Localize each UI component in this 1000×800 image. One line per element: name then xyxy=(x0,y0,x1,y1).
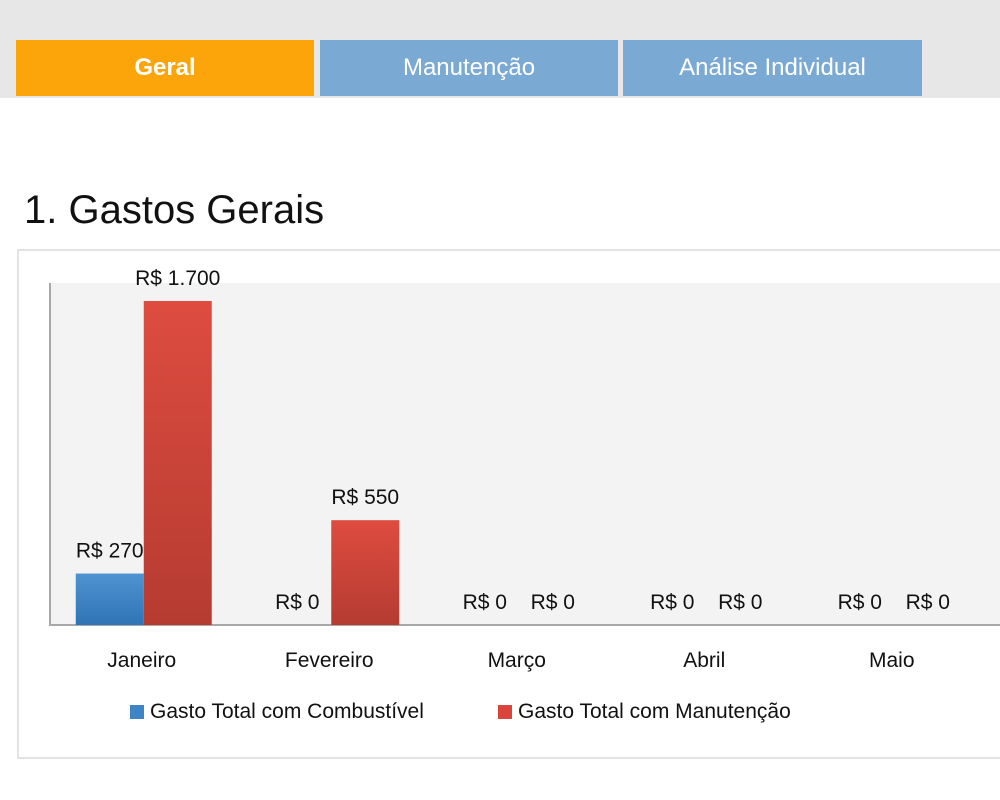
legend-item-manutencao: Gasto Total com Manutenção xyxy=(498,700,791,724)
data-label-combustivel: R$ 0 xyxy=(463,591,507,614)
bar-manutencao xyxy=(143,301,212,625)
data-label-combustivel: R$ 0 xyxy=(275,591,319,614)
tab-bar: Geral Manutenção Análise Individual xyxy=(0,0,1000,98)
x-tick-label: Janeiro xyxy=(107,649,176,672)
x-tick-label: Maio xyxy=(869,649,915,672)
data-label-manutencao: R$ 0 xyxy=(906,591,950,614)
legend-label-combustivel: Gasto Total com Combustível xyxy=(150,700,424,723)
tab-geral[interactable]: Geral xyxy=(16,40,314,96)
bar-combustivel xyxy=(75,573,144,625)
data-label-manutencao: R$ 0 xyxy=(531,591,575,614)
x-tick-label: Fevereiro xyxy=(285,649,374,672)
tab-manutencao[interactable]: Manutenção xyxy=(320,40,618,96)
x-tick-label: Março xyxy=(488,649,546,672)
data-label-manutencao: R$ 0 xyxy=(718,591,762,614)
legend-swatch-manutencao xyxy=(498,705,512,719)
legend-swatch-combustivel xyxy=(130,705,144,719)
legend-label-manutencao: Gasto Total com Manutenção xyxy=(518,700,791,723)
legend-item-combustivel: Gasto Total com Combustível xyxy=(130,700,424,724)
section-title: 1. Gastos Gerais xyxy=(24,188,325,232)
data-label-manutencao: R$ 550 xyxy=(331,486,399,509)
data-label-combustivel: R$ 270 xyxy=(76,540,144,563)
tab-analise-individual[interactable]: Análise Individual xyxy=(623,40,922,96)
bar-manutencao xyxy=(331,520,400,625)
chart-legend: Gasto Total com Combustível Gasto Total … xyxy=(0,700,1000,730)
data-label-combustivel: R$ 0 xyxy=(838,591,882,614)
data-label-combustivel: R$ 0 xyxy=(650,591,694,614)
x-tick-label: Abril xyxy=(683,649,725,672)
data-label-manutencao: R$ 1.700 xyxy=(135,267,220,290)
